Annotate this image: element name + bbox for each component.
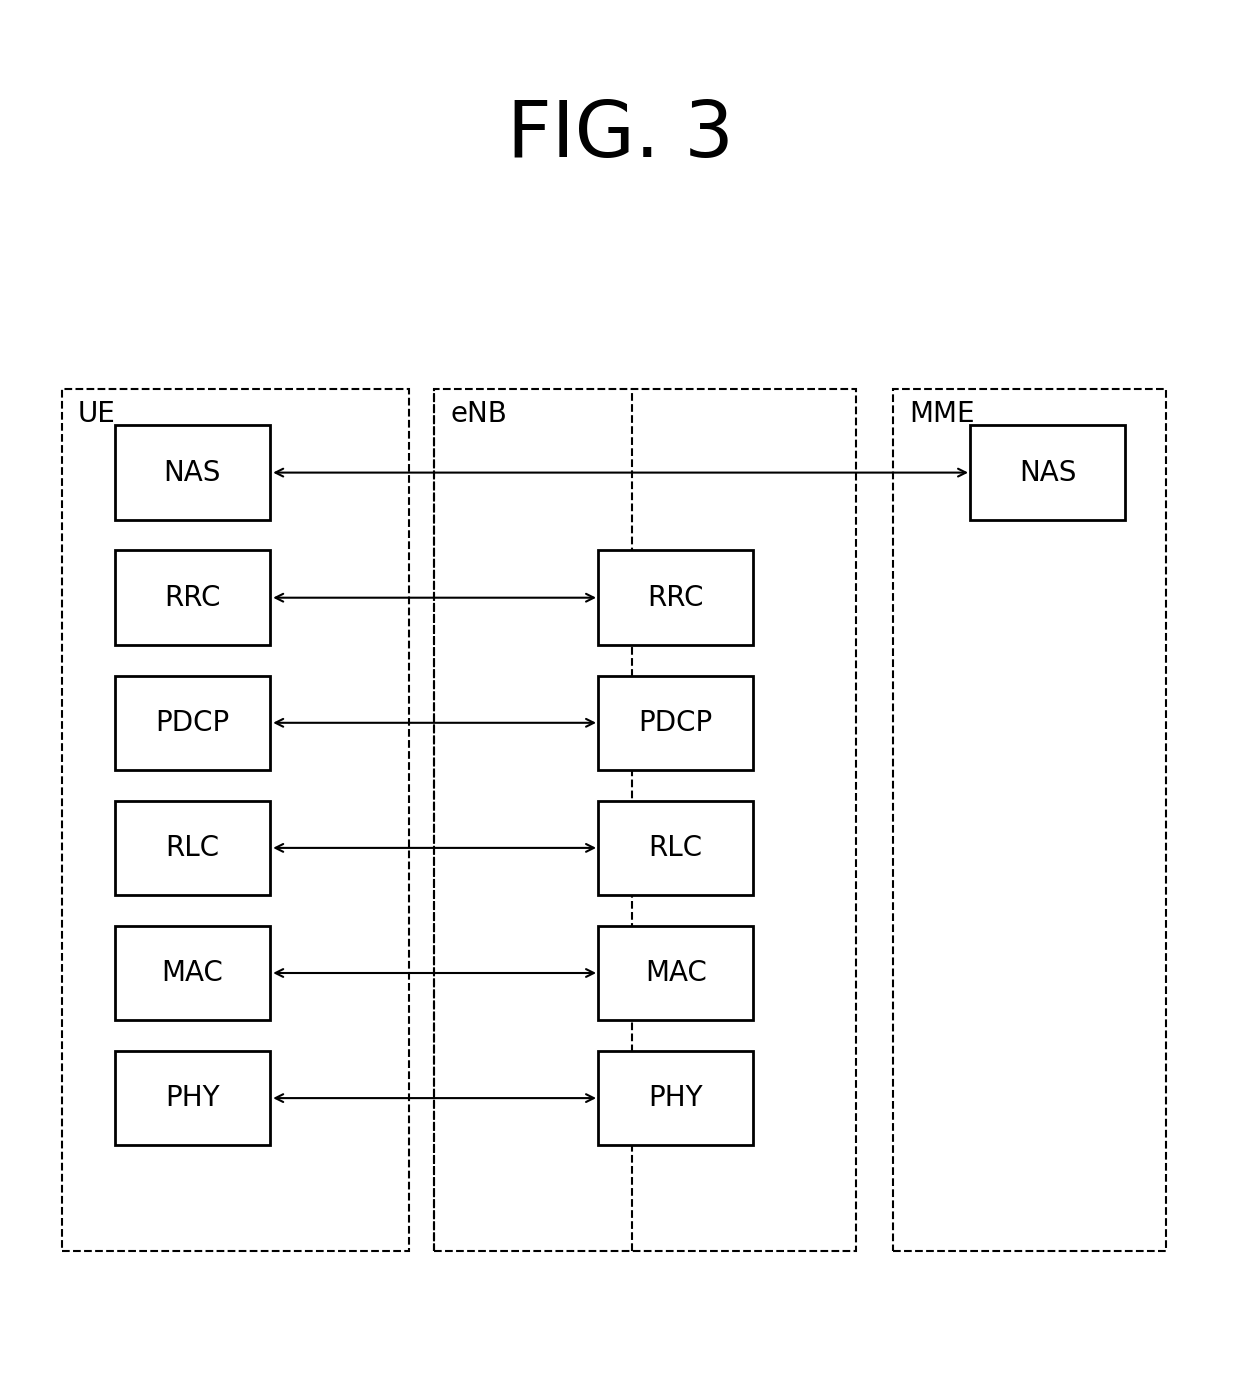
Bar <box>599 676 754 770</box>
Bar <box>114 801 270 895</box>
Text: PDCP: PDCP <box>155 709 229 737</box>
Text: MAC: MAC <box>645 959 707 987</box>
Bar <box>114 1051 270 1145</box>
Text: MAC: MAC <box>161 959 223 987</box>
Text: MME: MME <box>909 400 975 428</box>
Text: RRC: RRC <box>647 584 704 612</box>
Bar <box>114 425 270 520</box>
Bar <box>114 676 270 770</box>
Bar <box>893 389 1166 1251</box>
Bar <box>434 389 856 1251</box>
Text: NAS: NAS <box>164 459 221 486</box>
Bar <box>599 550 754 645</box>
Text: PDCP: PDCP <box>639 709 713 737</box>
Text: eNB: eNB <box>450 400 507 428</box>
Text: NAS: NAS <box>1019 459 1076 486</box>
Text: RLC: RLC <box>165 834 219 862</box>
Bar <box>114 926 270 1020</box>
Bar <box>599 926 754 1020</box>
Bar <box>599 801 754 895</box>
Bar <box>599 1051 754 1145</box>
Text: PHY: PHY <box>649 1084 703 1112</box>
Bar <box>114 550 270 645</box>
Bar <box>62 389 409 1251</box>
Text: UE: UE <box>78 400 117 428</box>
Text: RLC: RLC <box>649 834 703 862</box>
Text: RRC: RRC <box>164 584 221 612</box>
Bar <box>970 425 1126 520</box>
Text: PHY: PHY <box>165 1084 219 1112</box>
Text: FIG. 3: FIG. 3 <box>507 97 733 174</box>
